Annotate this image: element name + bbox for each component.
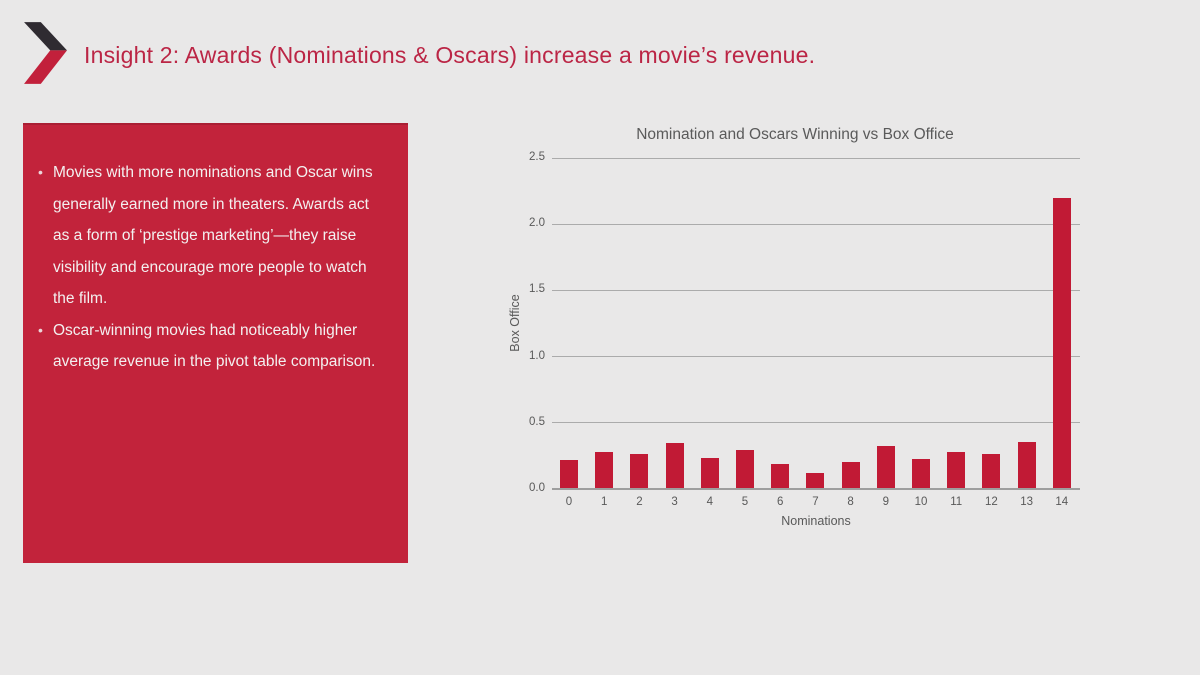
insight-box: Movies with more nominations and Oscar w…	[23, 123, 408, 563]
x-axis-ticks: 0 1 2 3 4 5 6 7 8 9 10 11 12 13 14	[552, 496, 1080, 510]
x-tick-label: 6	[776, 496, 784, 508]
bar-nominations-12	[982, 453, 1001, 488]
bar-nominations-8	[841, 461, 860, 488]
x-tick-label: 14	[1055, 496, 1069, 508]
insight-bullet: Oscar-winning movies had noticeably high…	[38, 315, 385, 378]
bar-nominations-4	[700, 457, 719, 488]
y-tick-label: 2.0	[529, 217, 545, 230]
gridline	[552, 422, 1080, 424]
insight-bullets: Movies with more nominations and Oscar w…	[23, 123, 408, 378]
x-tick-label: 10	[914, 496, 928, 508]
gridline	[552, 223, 1080, 225]
x-axis-line	[552, 488, 1080, 490]
y-tick-label: 1.5	[529, 283, 545, 296]
x-tick-label: 4	[706, 496, 713, 508]
y-tick-label: 0.5	[529, 415, 545, 428]
x-tick-label: 7	[812, 496, 819, 508]
x-tick-label: 1	[600, 496, 608, 508]
chevron-right-icon	[24, 22, 67, 84]
bar-nominations-14	[1052, 198, 1071, 488]
bar-nominations-10	[912, 458, 930, 488]
gridline	[552, 157, 1080, 159]
x-tick-label: 9	[882, 496, 889, 508]
x-tick-label: 2	[636, 496, 643, 508]
gridline	[552, 356, 1080, 358]
y-axis-ticks: 0.0 0.5 1.0 1.5 2.0 2.5	[495, 151, 545, 494]
y-tick-label: 0.0	[529, 482, 545, 494]
x-tick-label: 11	[950, 496, 963, 508]
chevron-bottom-red	[24, 50, 67, 84]
bar-nominations-9	[876, 445, 895, 488]
y-tick-label: 2.5	[529, 151, 545, 163]
x-tick-label: 3	[671, 496, 678, 508]
bar-nominations-6	[771, 464, 790, 488]
x-tick-label: 0	[565, 496, 573, 508]
y-axis-label: Box Office	[508, 294, 522, 352]
x-tick-label: 13	[1020, 496, 1033, 508]
plot-area	[552, 157, 1080, 490]
bar-nominations-13	[1017, 441, 1036, 488]
x-tick-label: 8	[847, 496, 854, 508]
bar-nominations-3	[665, 442, 684, 488]
page-title: Insight 2: Awards (Nominations & Oscars)…	[84, 42, 816, 68]
x-tick-label: 12	[984, 496, 998, 508]
bar-nominations-0	[560, 460, 578, 488]
bar-nominations-7	[806, 473, 825, 488]
chevron-top-dark	[24, 22, 67, 51]
bar-nominations-5	[736, 449, 754, 488]
insight-bullet: Movies with more nominations and Oscar w…	[38, 157, 385, 315]
bar-nominations-2	[630, 453, 649, 488]
chart-title: Nomination and Oscars Winning vs Box Off…	[636, 126, 954, 143]
x-axis-label: Nominations	[781, 514, 851, 528]
bar-nominations-1	[595, 452, 614, 488]
bar-nominations-11	[947, 452, 966, 488]
x-tick-label: 5	[741, 496, 749, 508]
gridline	[552, 289, 1080, 291]
y-tick-label: 1.0	[529, 349, 545, 362]
